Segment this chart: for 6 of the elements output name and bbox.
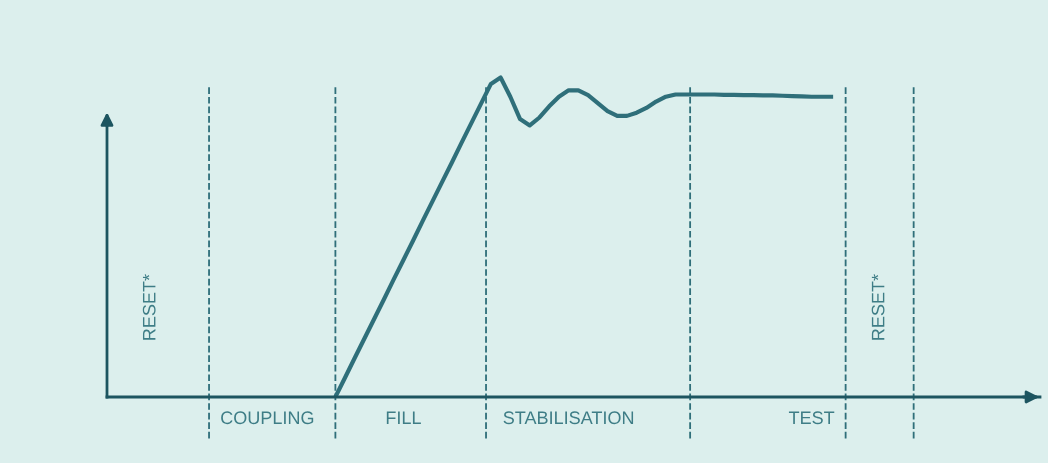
- x-tick-label: FILL: [386, 411, 421, 424]
- x-tick-label: TEST: [788, 411, 835, 425]
- x-tick-label: RESET*: [142, 274, 156, 340]
- x-tick-label: RESET*: [871, 274, 885, 340]
- x-tick-label: COUPLING: [221, 411, 314, 425]
- x-tick-label: STABILISATION: [503, 411, 634, 425]
